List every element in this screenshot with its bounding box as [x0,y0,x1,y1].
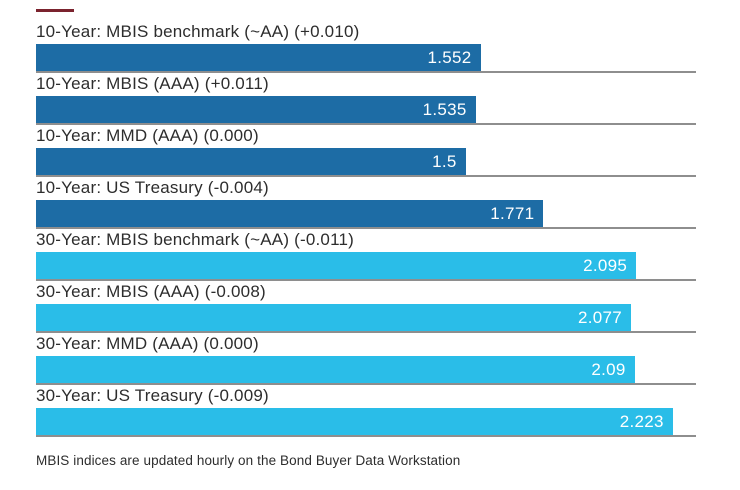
bar-row: 30-Year: MBIS benchmark (~AA) (-0.011) 2… [36,230,696,281]
bar-track: 1.552 [36,44,696,73]
bar-track: 2.09 [36,356,696,385]
bar-row: 30-Year: MBIS (AAA) (-0.008) 2.077 [36,282,696,333]
bar-row: 10-Year: MMD (AAA) (0.000) 1.5 [36,126,696,177]
bar-row: 10-Year: MBIS benchmark (~AA) (+0.010) 1… [36,22,696,73]
bar: 2.223 [36,408,673,435]
bar-track: 2.095 [36,252,696,281]
bar-value-label: 1.771 [490,203,535,223]
bar-label: 10-Year: MMD (AAA) (0.000) [36,126,259,145]
bar-track: 2.223 [36,408,696,437]
footer-note: MBIS indices are updated hourly on the B… [36,453,461,468]
bar-value-label: 2.09 [591,359,626,379]
bar-label: 10-Year: MBIS (AAA) (+0.011) [36,74,269,93]
bar-track: 1.5 [36,148,696,177]
bar-value-label: 2.223 [619,411,664,431]
bar-value-label: 1.5 [432,151,457,171]
bar: 1.5 [36,148,466,175]
bar: 2.077 [36,304,631,331]
bar-value-label: 1.552 [427,47,472,67]
bar-row: 30-Year: US Treasury (-0.009) 2.223 [36,386,696,437]
bar-rows: 10-Year: MBIS benchmark (~AA) (+0.010) 1… [36,22,696,437]
bar-label: 30-Year: MBIS (AAA) (-0.008) [36,282,266,301]
bar-row: 10-Year: MBIS (AAA) (+0.011) 1.535 [36,74,696,125]
bar: 2.09 [36,356,635,383]
bar-value-label: 2.077 [577,307,622,327]
bar-row: 30-Year: MMD (AAA) (0.000) 2.09 [36,334,696,385]
chart-plot-area: 10-Year: MBIS benchmark (~AA) (+0.010) 1… [36,22,696,468]
bar-track: 2.077 [36,304,696,333]
bar: 1.552 [36,44,481,71]
bar-row: 10-Year: US Treasury (-0.004) 1.771 [36,178,696,229]
bar-value-label: 1.535 [422,99,467,119]
bar-label: 30-Year: MMD (AAA) (0.000) [36,334,259,353]
bar: 2.095 [36,252,637,279]
bar-value-label: 2.095 [583,255,628,275]
bar-track: 1.535 [36,96,696,125]
bar: 1.535 [36,96,476,123]
bar-track: 1.771 [36,200,696,229]
bar-label: 10-Year: MBIS benchmark (~AA) (+0.010) [36,22,360,41]
bar-label: 30-Year: MBIS benchmark (~AA) (-0.011) [36,230,354,249]
bar: 1.771 [36,200,544,227]
bar-label: 10-Year: US Treasury (-0.004) [36,178,269,197]
bar-label: 30-Year: US Treasury (-0.009) [36,386,269,405]
top-accent-line [36,9,74,12]
